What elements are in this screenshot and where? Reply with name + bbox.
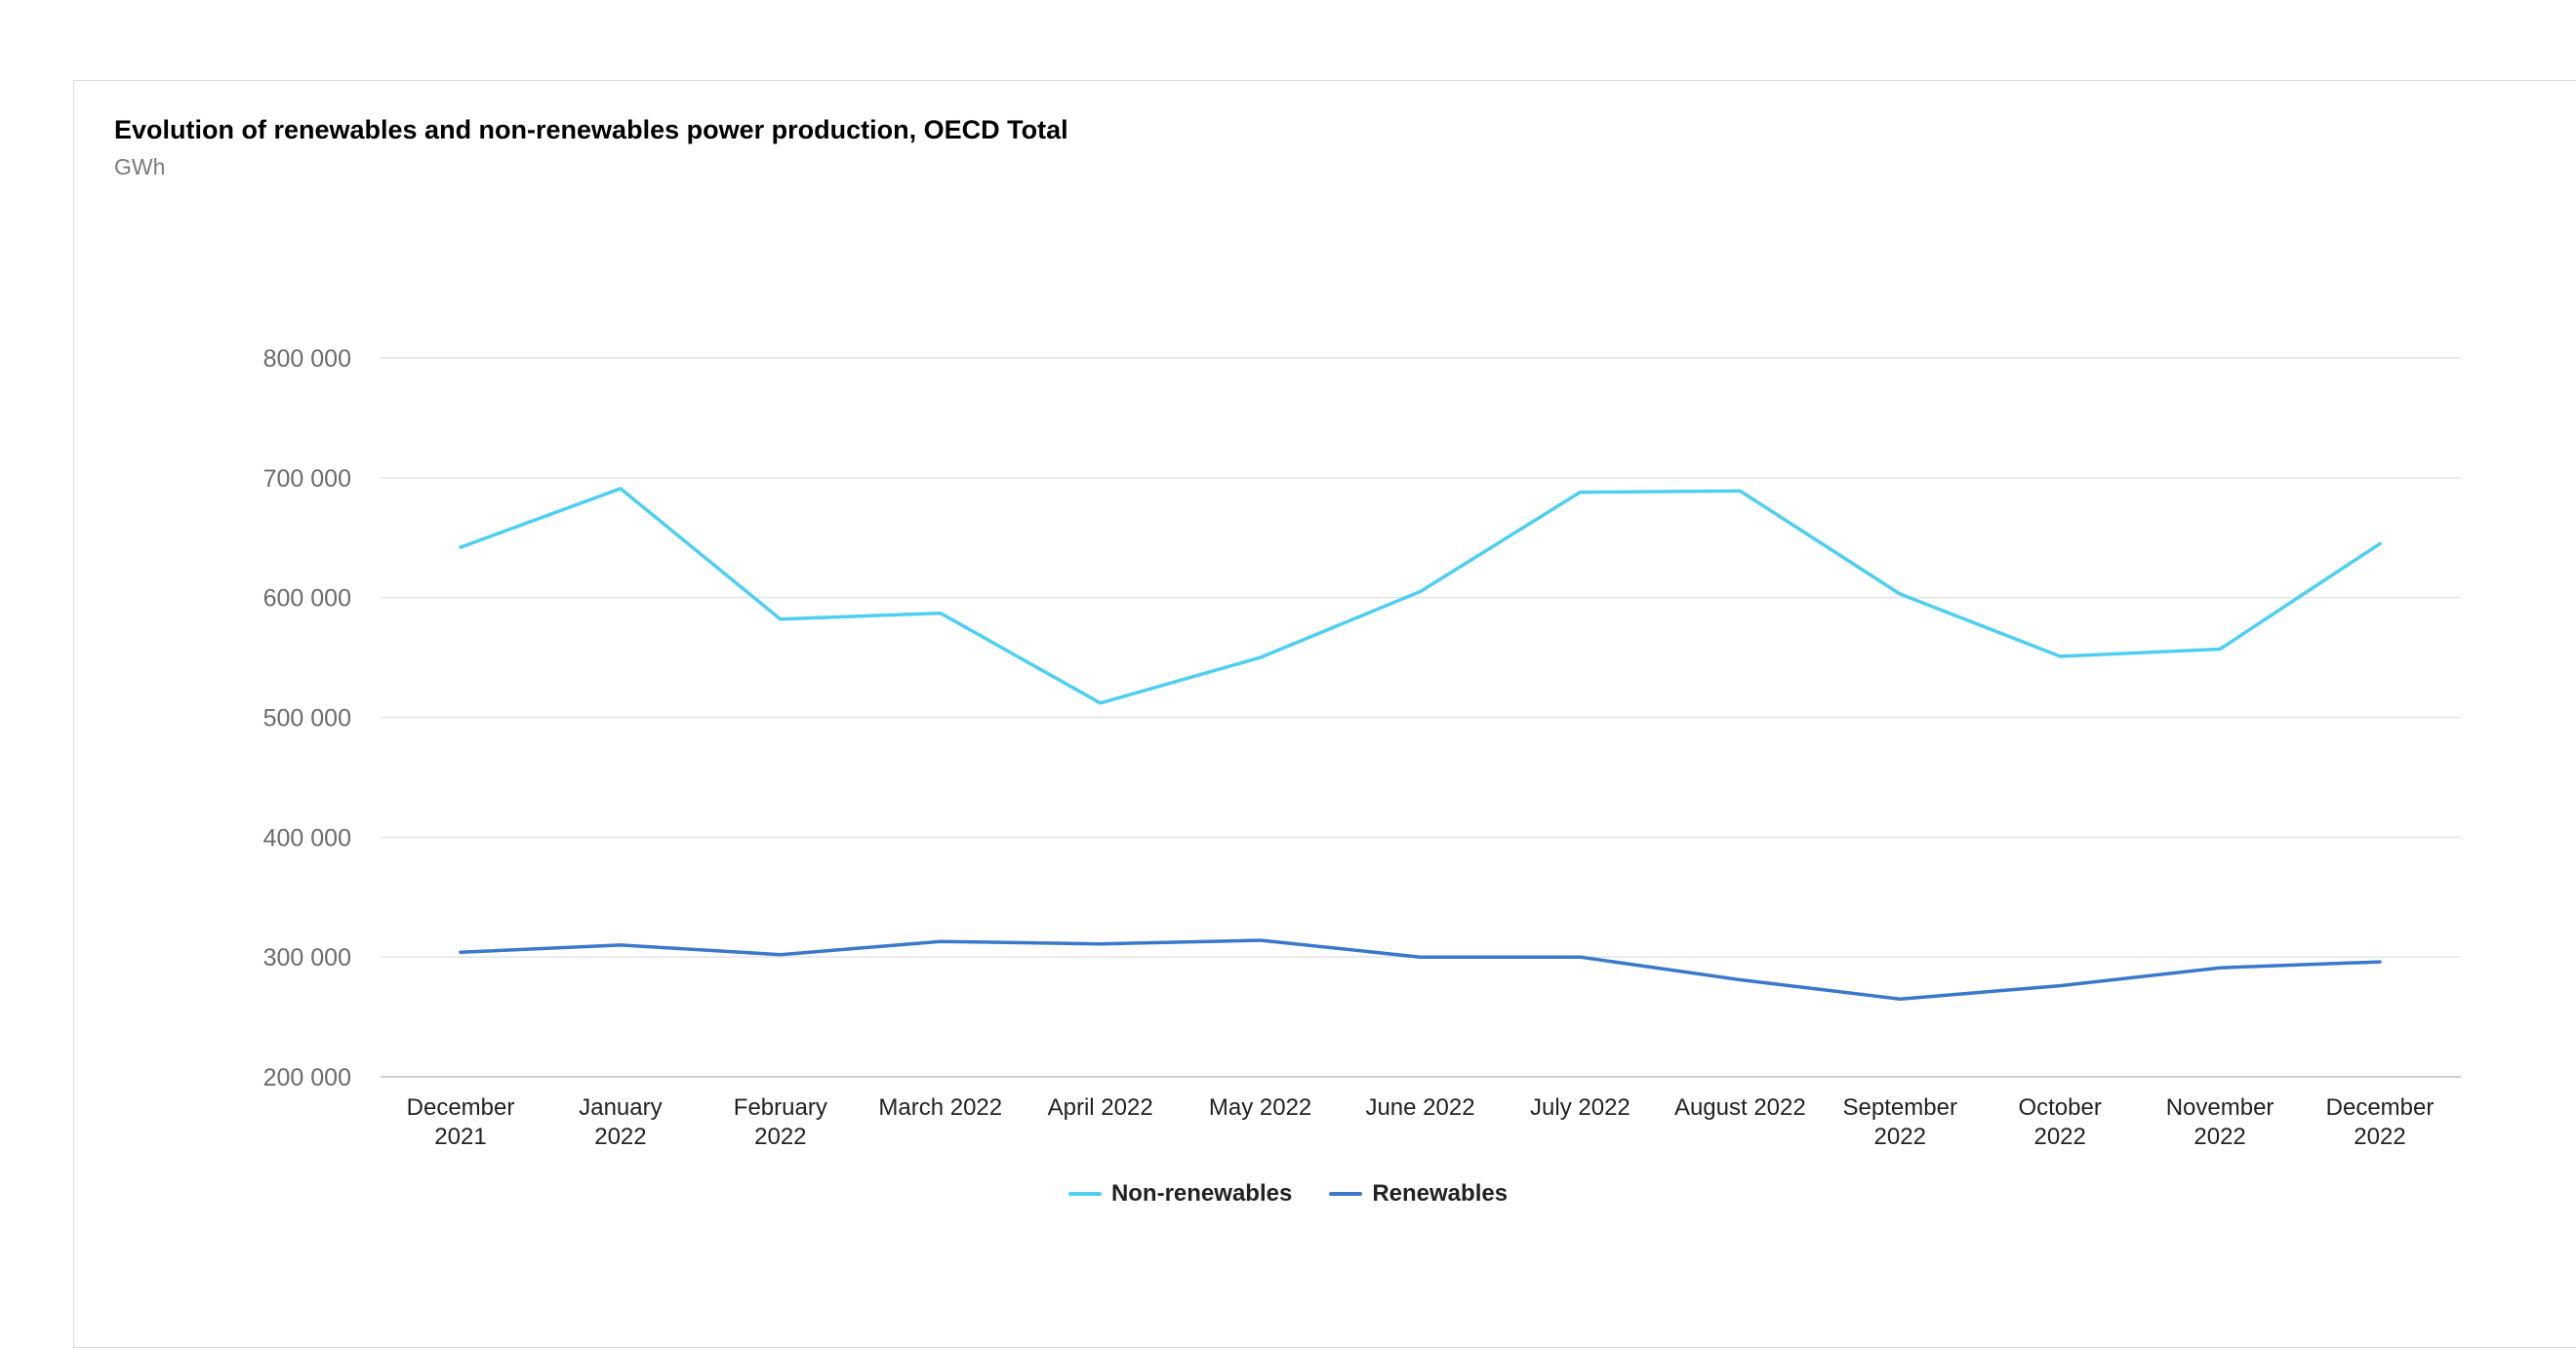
legend: Non-renewables Renewables xyxy=(0,1180,2576,1208)
x-tick-label: December 2022 xyxy=(2326,1094,2435,1150)
x-tick-label: July 2022 xyxy=(1530,1094,1630,1121)
legend-swatch-renewables xyxy=(1329,1192,1363,1196)
y-tick-label: 300 000 xyxy=(263,944,351,971)
x-tick-label: June 2022 xyxy=(1365,1094,1474,1121)
x-tick-label: February 2022 xyxy=(734,1094,827,1150)
x-tick-label: March 2022 xyxy=(878,1094,1002,1121)
x-axis-ticks: December 2021 January 2022 February 2022 March… xyxy=(407,1094,2435,1150)
legend-item-non-renewables[interactable]: Non-renewables xyxy=(1067,1180,1293,1208)
x-tick-label: January 2022 xyxy=(579,1094,662,1150)
x-tick-label: October 2022 xyxy=(2018,1094,2101,1150)
line-chart: 200 000 300 000 400 000 500 000 600 000 700 0… xyxy=(263,345,2461,1150)
y-tick-label: 400 000 xyxy=(263,824,351,852)
legend-item-renewables[interactable]: Renewables xyxy=(1329,1180,1508,1208)
legend-swatch-non-renewables xyxy=(1067,1192,1102,1196)
y-tick-label: 500 000 xyxy=(263,705,351,733)
y-tick-label: 700 000 xyxy=(263,465,351,493)
x-tick-label: November 2022 xyxy=(2166,1094,2274,1150)
legend-label-non-renewables: Non-renewables xyxy=(1110,1180,1293,1207)
series-line-non-renewables[interactable] xyxy=(459,487,2382,705)
legend-label-renewables: Renewables xyxy=(1372,1180,1509,1207)
grid-lines xyxy=(381,357,2461,1078)
x-tick-label: August 2022 xyxy=(1674,1094,1806,1121)
y-tick-label: 600 000 xyxy=(263,585,351,613)
x-tick-label: May 2022 xyxy=(1209,1094,1311,1121)
y-tick-label: 800 000 xyxy=(263,345,351,373)
series-line-renewables[interactable] xyxy=(459,938,2382,1001)
chart-title: Evolution of renewables and non-renewabl… xyxy=(114,115,1068,144)
x-tick-label: December 2021 xyxy=(407,1094,515,1150)
chart-unit-subtitle: GWh xyxy=(114,154,166,179)
y-tick-label: 200 000 xyxy=(263,1064,351,1091)
x-tick-label: April 2022 xyxy=(1048,1094,1153,1121)
y-axis-ticks: 200 000 300 000 400 000 500 000 600 000 700 0… xyxy=(263,345,351,1091)
series-lines xyxy=(459,487,2382,1001)
x-tick-label: September 2022 xyxy=(1843,1094,1957,1150)
chart-card xyxy=(73,80,2576,1348)
